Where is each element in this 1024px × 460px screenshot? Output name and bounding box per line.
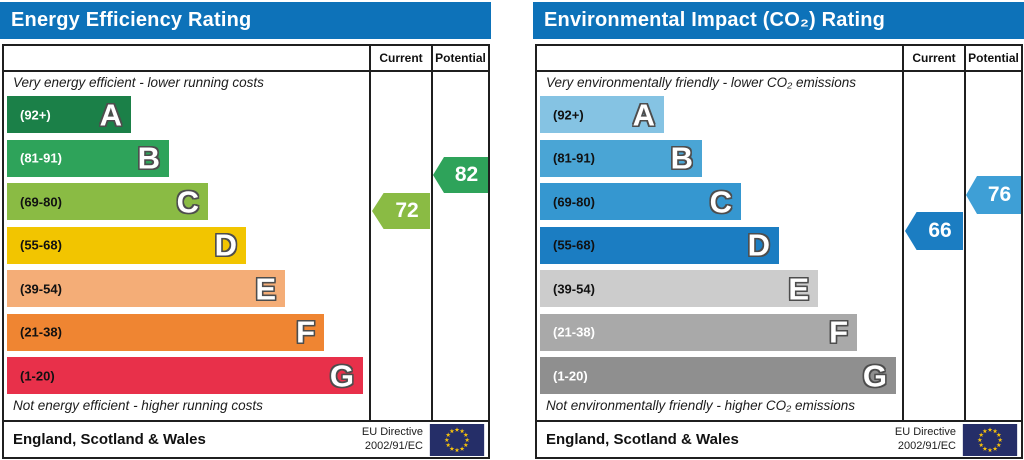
band-f: (21-38) F — [540, 313, 857, 351]
band-range-label: (39-54) — [553, 281, 595, 296]
band-letter: G — [862, 358, 887, 393]
band-e: (39-54) E — [7, 270, 285, 307]
band-letter: B — [137, 140, 160, 176]
rating-table: Current Potential Very environmentally f… — [535, 44, 1023, 459]
band-range-label: (55-68) — [553, 237, 595, 253]
current-rating-value: 72 — [395, 199, 419, 222]
footer-region-label: England, Scotland & Wales — [546, 431, 739, 448]
band-g: (1-20) G — [540, 357, 896, 394]
band-g: (1-20) G — [7, 357, 363, 394]
band-letter: G — [329, 358, 354, 393]
top-scale-label: Very environmentally friendly - lower CO… — [546, 75, 856, 90]
eu-directive-label: EU Directive 2002/91/EC — [895, 426, 956, 454]
header-divider — [537, 70, 1021, 72]
band-c: (69-80) C — [540, 183, 741, 220]
chart-title: Environmental Impact (CO₂) Rating — [533, 2, 1024, 39]
band-c: (69-80) C — [7, 183, 208, 220]
band-letter: A — [99, 97, 122, 132]
eu-directive-line2: 2002/91/EC — [897, 439, 956, 452]
eu-directive-label: EU Directive 2002/91/EC — [362, 426, 423, 454]
potential-rating-arrow: 76 — [966, 176, 1021, 214]
band-a: (92+) A — [540, 96, 664, 133]
eu-flag-icon — [429, 423, 485, 456]
potential-rating-arrow: 82 — [433, 157, 488, 193]
band-a: (92+) A — [7, 96, 131, 133]
potential-rating-value: 76 — [987, 183, 1012, 206]
band-letter: E — [788, 271, 809, 306]
band-range-label: (1-20) — [553, 368, 588, 383]
potential-column-header: Potential — [968, 51, 1019, 65]
band-letter: C — [176, 184, 199, 219]
energy-efficiency-rating-chart: Energy Efficiency Rating Current Potenti… — [0, 0, 491, 460]
band-range-label: (92+) — [20, 107, 51, 122]
band-f: (21-38) F — [7, 313, 324, 351]
chart-title: Energy Efficiency Rating — [0, 2, 491, 39]
band-range-label: (39-54) — [20, 281, 62, 296]
column-divider — [431, 46, 433, 420]
band-range-label: (21-38) — [553, 324, 595, 340]
band-letter: F — [296, 314, 315, 350]
band-range-label: (69-80) — [553, 194, 595, 209]
eu-directive-line1: EU Directive — [361, 425, 423, 438]
band-range-label: (55-68) — [20, 237, 62, 253]
column-divider — [964, 46, 966, 420]
footer-region-label: England, Scotland & Wales — [13, 431, 206, 448]
rating-table: Current Potential Very energy efficient … — [2, 44, 490, 459]
current-rating-arrow: 66 — [905, 212, 963, 250]
column-divider — [369, 46, 371, 420]
bottom-scale-label: Not energy efficient - higher running co… — [13, 398, 263, 413]
band-range-label: (21-38) — [20, 324, 62, 340]
band-e: (39-54) E — [540, 270, 818, 307]
potential-rating-value: 82 — [454, 163, 479, 186]
current-rating-arrow: 72 — [372, 193, 430, 229]
band-letter: F — [829, 314, 848, 350]
column-divider — [902, 46, 904, 420]
environmental-impact-rating-chart: Environmental Impact (CO₂) Rating Curren… — [533, 0, 1024, 460]
footer-bar: England, Scotland & Wales EU Directive 2… — [4, 420, 488, 457]
band-letter: D — [214, 227, 237, 263]
footer-bar: England, Scotland & Wales EU Directive 2… — [537, 420, 1021, 457]
band-range-label: (1-20) — [20, 368, 55, 383]
band-letter: E — [255, 271, 276, 306]
band-letter: D — [747, 227, 770, 263]
eu-flag-icon — [962, 423, 1018, 456]
bottom-scale-label: Not environmentally friendly - higher CO… — [546, 398, 856, 413]
band-range-label: (81-91) — [553, 150, 595, 166]
eu-directive-line2: 2002/91/EC — [364, 439, 423, 452]
band-range-label: (69-80) — [20, 194, 62, 209]
current-rating-value: 66 — [928, 219, 952, 242]
band-letter: C — [709, 184, 732, 219]
band-letter: B — [670, 140, 693, 176]
band-letter: A — [632, 97, 655, 132]
potential-column-header: Potential — [435, 51, 486, 65]
top-scale-label: Very energy efficient - lower running co… — [13, 75, 264, 90]
current-column-header: Current — [912, 51, 956, 65]
band-range-label: (92+) — [553, 107, 584, 122]
band-range-label: (81-91) — [20, 150, 62, 166]
eu-directive-line1: EU Directive — [894, 425, 956, 438]
band-b: (81-91) B — [7, 139, 169, 177]
header-divider — [4, 70, 488, 72]
band-d: (55-68) D — [540, 226, 779, 264]
band-b: (81-91) B — [540, 139, 702, 177]
band-d: (55-68) D — [7, 226, 246, 264]
current-column-header: Current — [379, 51, 423, 65]
